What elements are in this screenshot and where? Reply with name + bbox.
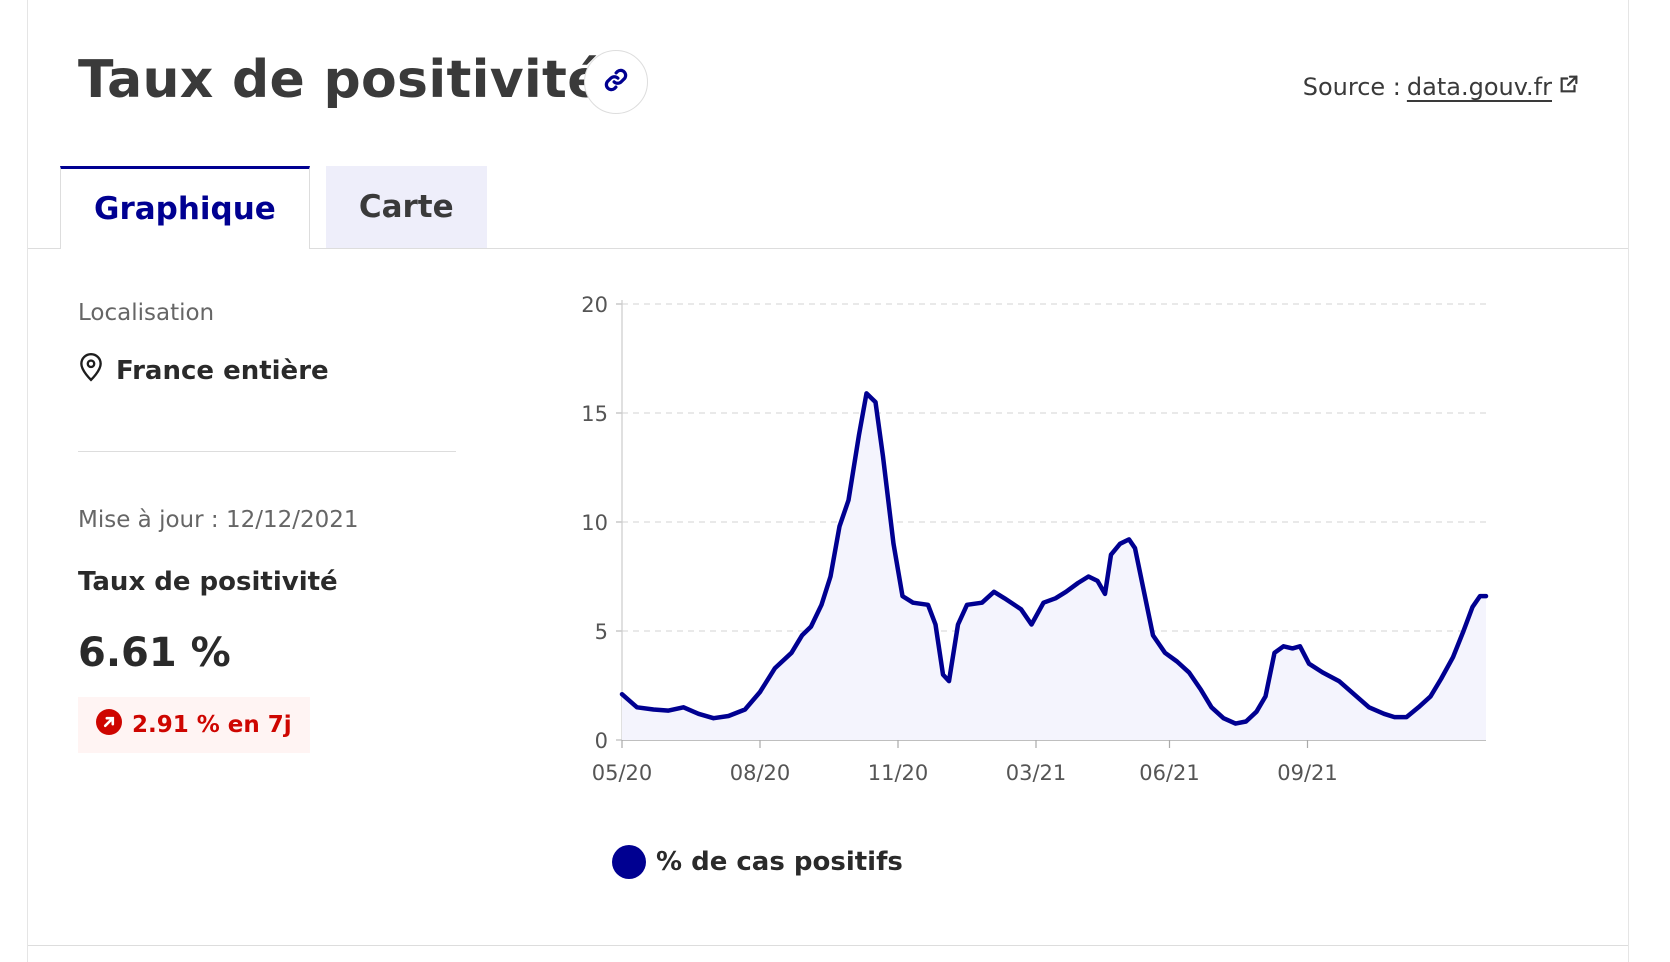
y-tick-label: 15: [581, 402, 608, 426]
y-tick-label: 0: [595, 729, 608, 753]
permalink-button[interactable]: [584, 50, 648, 114]
source-attribution: Source : data.gouv.fr: [1303, 73, 1580, 101]
metric-label: Taux de positivité: [78, 567, 338, 597]
trend-badge: 2.91 % en 7j: [78, 697, 310, 753]
x-tick-label: 09/21: [1277, 761, 1338, 785]
map-pin-icon: [78, 352, 104, 389]
view-tabs: Graphique Carte: [60, 166, 487, 249]
y-tick-label: 5: [595, 620, 608, 644]
metric-value: 6.61 %: [78, 630, 231, 676]
trend-text: 2.91 % en 7j: [132, 712, 292, 738]
y-tick-label: 10: [581, 511, 608, 535]
legend-swatch: [612, 845, 646, 879]
sidebar-divider: [78, 451, 456, 452]
link-icon: [601, 65, 631, 99]
external-link-icon: [1558, 73, 1580, 101]
x-tick-label: 03/21: [1006, 761, 1067, 785]
y-tick-label: 20: [581, 293, 608, 317]
tab-carte[interactable]: Carte: [325, 166, 487, 248]
x-tick-label: 11/20: [868, 761, 929, 785]
x-tick-label: 06/21: [1139, 761, 1200, 785]
legend-label: % de cas positifs: [656, 847, 903, 877]
x-tick-label: 08/20: [730, 761, 791, 785]
positivity-chart: 0 5 10 15 20 05/20 08/20 11/20 03/21 06/21 09/21: [581, 293, 1489, 785]
page-title: Taux de positivité: [78, 50, 603, 110]
card-bottom-divider: [28, 945, 1628, 946]
arrow-up-right-icon: [96, 709, 122, 741]
series-line: [619, 391, 1489, 726]
chart-legend: % de cas positifs: [612, 845, 903, 879]
localisation-selector[interactable]: France entière: [78, 352, 329, 389]
update-date: Mise à jour : 12/12/2021: [78, 507, 359, 533]
localisation-label: Localisation: [78, 300, 215, 326]
source-label: Source :: [1302, 73, 1401, 101]
positivity-card: Taux de positivité Source : data.gouv.fr…: [27, 0, 1629, 962]
tab-graphique[interactable]: Graphique: [60, 166, 310, 249]
tabs-divider: [28, 248, 1628, 249]
series-area: [622, 393, 1486, 740]
x-tick-label: 05/20: [592, 761, 653, 785]
localisation-value: France entière: [116, 355, 329, 386]
source-link[interactable]: data.gouv.fr: [1406, 73, 1552, 101]
